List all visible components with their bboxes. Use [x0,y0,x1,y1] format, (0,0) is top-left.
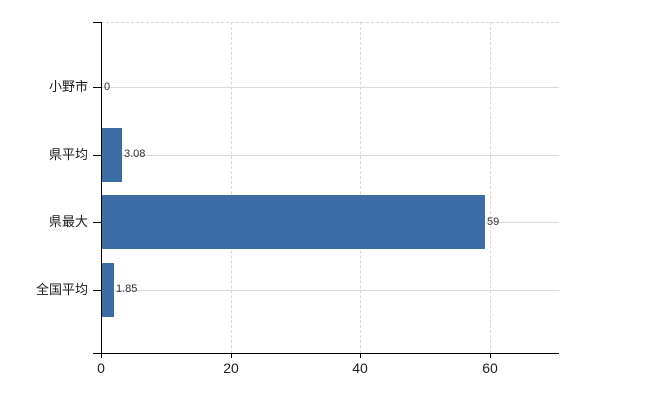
y-axis-top-tick [93,22,101,23]
x-axis-tick [490,353,491,358]
x-axis-line [93,353,559,354]
y-axis-tick [93,290,101,291]
bar [102,195,485,249]
x-tick-label: 0 [97,360,105,376]
x-tick-label: 40 [352,360,368,376]
vertical-gridline [360,22,361,353]
category-label: 県平均 [48,147,88,162]
y-axis-line [101,22,102,353]
category-label: 県最大 [48,214,88,229]
bar-value-label: 59 [487,216,500,228]
bar-value-label: 1.85 [116,283,138,295]
plot-top-border [101,22,559,23]
horizontal-gridline [101,290,559,291]
y-axis-tick [93,155,101,156]
x-axis-tick [101,353,102,358]
vertical-gridline [490,22,491,353]
x-axis-tick [360,353,361,358]
vertical-gridline [231,22,232,353]
bar-value-label: 0 [104,81,111,93]
bar-value-label: 3.08 [124,148,146,160]
y-axis-tick [93,87,101,88]
x-tick-label: 20 [223,360,239,376]
x-tick-label: 60 [482,360,498,376]
category-label: 全国平均 [35,282,88,297]
horizontal-gridline [101,155,559,156]
y-axis-tick [93,222,101,223]
x-axis-tick [231,353,232,358]
category-label: 小野市 [48,79,88,94]
bar [102,128,122,182]
bar [102,263,114,317]
horizontal-gridline [101,87,559,88]
